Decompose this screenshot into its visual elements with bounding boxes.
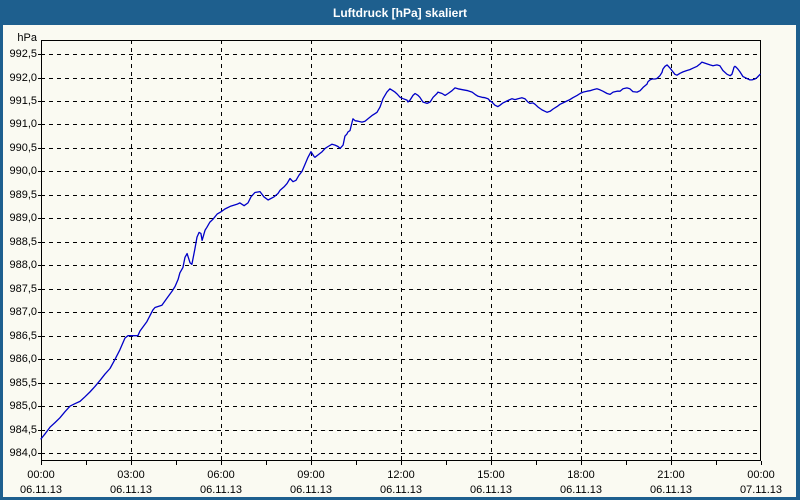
x-axis-date-label: 06.11.13: [109, 484, 153, 496]
y-axis-label: 987,0: [9, 306, 37, 319]
y-axis-label: 986,0: [9, 353, 37, 366]
y-axis-label: 991,5: [9, 95, 37, 107]
y-axis-label: 988,0: [9, 259, 37, 272]
y-axis-label: 989,5: [9, 188, 37, 201]
pressure-chart: [38, 40, 762, 465]
y-axis-label: 992,5: [9, 48, 37, 61]
y-axis-label: 984,5: [9, 423, 37, 436]
plot-region: [38, 40, 762, 465]
x-axis-date-label: 06.11.13: [19, 484, 63, 496]
plot-border: [41, 40, 761, 461]
x-axis-time-label: 00:00: [747, 469, 775, 481]
x-axis-date-label: 06.11.13: [649, 484, 693, 496]
y-axis-label: 990,0: [9, 165, 37, 178]
pressure-line: [40, 61, 761, 440]
y-axis-label: 990,5: [9, 141, 37, 154]
x-axis-time-label: 06:00: [207, 469, 235, 481]
y-axis-label: 986,5: [9, 329, 37, 342]
x-axis-time-label: 15:00: [477, 469, 505, 481]
x-axis-time-label: 18:00: [567, 469, 595, 481]
y-axis-label: 985,0: [9, 400, 37, 413]
y-axis-label: 987,5: [9, 282, 37, 295]
x-axis-time-label: 03:00: [117, 469, 145, 481]
y-axis-unit-label: hPa: [17, 32, 37, 44]
x-axis-date-label: 06.11.13: [469, 484, 513, 496]
x-axis-time-label: 21:00: [657, 469, 685, 481]
title-bar: Luftdruck [hPa] skaliert: [0, 0, 800, 25]
y-axis-label: 988,5: [9, 235, 37, 248]
x-axis-date-label: 07.11.13: [739, 484, 783, 496]
y-axis-label: 991,0: [9, 118, 37, 131]
x-axis-time-label: 12:00: [387, 469, 415, 481]
y-axis-label: 985,5: [9, 376, 37, 389]
chart-area: hPa 992,5 992,0 991,5 991,0 990,5 990,0 989,5 9…: [3, 25, 796, 497]
y-axis-label: 989,0: [9, 212, 37, 225]
x-axis-date-label: 06.11.13: [199, 484, 243, 496]
x-axis-time-label: 00:00: [27, 469, 55, 481]
window-title: Luftdruck [hPa] skaliert: [332, 5, 468, 20]
x-axis-date-label: 06.11.13: [289, 484, 333, 496]
x-axis-date-label: 06.11.13: [379, 484, 423, 496]
x-axis-time-label: 09:00: [297, 469, 325, 481]
y-axis-label: 984,0: [9, 447, 37, 460]
x-axis-date-label: 06.11.13: [559, 484, 603, 496]
y-axis-label: 992,0: [9, 71, 37, 84]
